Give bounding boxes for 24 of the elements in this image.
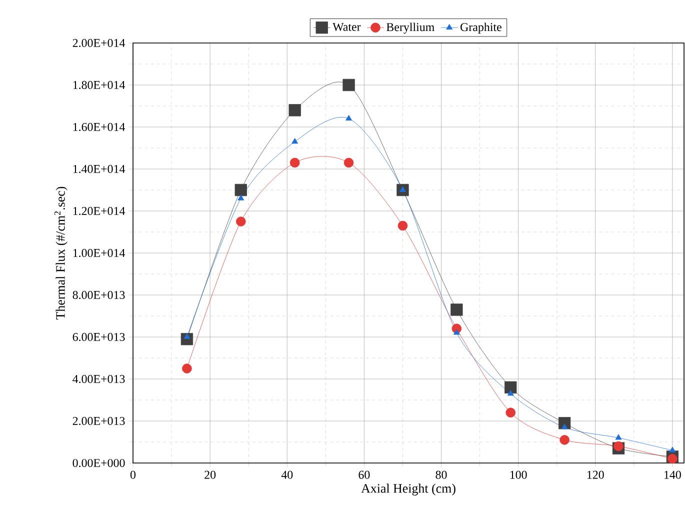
y-tick-label: 6.00E+013: [72, 332, 125, 342]
y-tick-label: 0.00E+000: [72, 458, 125, 468]
y-tick-label: 1.80E+014: [73, 80, 126, 90]
y-tick-label: 1.00E+014: [73, 248, 126, 258]
legend-label: Beryllium: [386, 22, 434, 34]
x-tick-label: 100: [510, 470, 527, 479]
x-tick-label: 0: [130, 470, 136, 479]
x-tick-label: 20: [204, 470, 216, 479]
y-tick-label: 1.20E+014: [73, 206, 126, 216]
y-tick-label: 4.00E+013: [72, 374, 125, 384]
y-tick-label: 2.00E+013: [72, 416, 125, 426]
x-axis-title: Axial Height (cm): [361, 484, 456, 496]
legend-label: Water: [332, 22, 361, 31]
y-tick-label: 2.00E+014: [72, 38, 126, 48]
y-tick-label: 1.60E+014: [73, 122, 126, 132]
x-tick-label: 80: [436, 470, 447, 479]
x-tick-label: 140: [664, 470, 681, 479]
x-tick-label: 120: [587, 470, 604, 479]
legend-label: Graphite: [460, 22, 502, 34]
x-tick-label: 40: [281, 470, 293, 479]
x-tick-label: 60: [358, 470, 370, 479]
y-tick-label: 1.40E+014: [73, 164, 126, 174]
y-tick-label: 8.00E+013: [72, 290, 125, 300]
y-axis-title: Thermal Flux (#/cm$^{2}$.sec): [54, 186, 68, 320]
